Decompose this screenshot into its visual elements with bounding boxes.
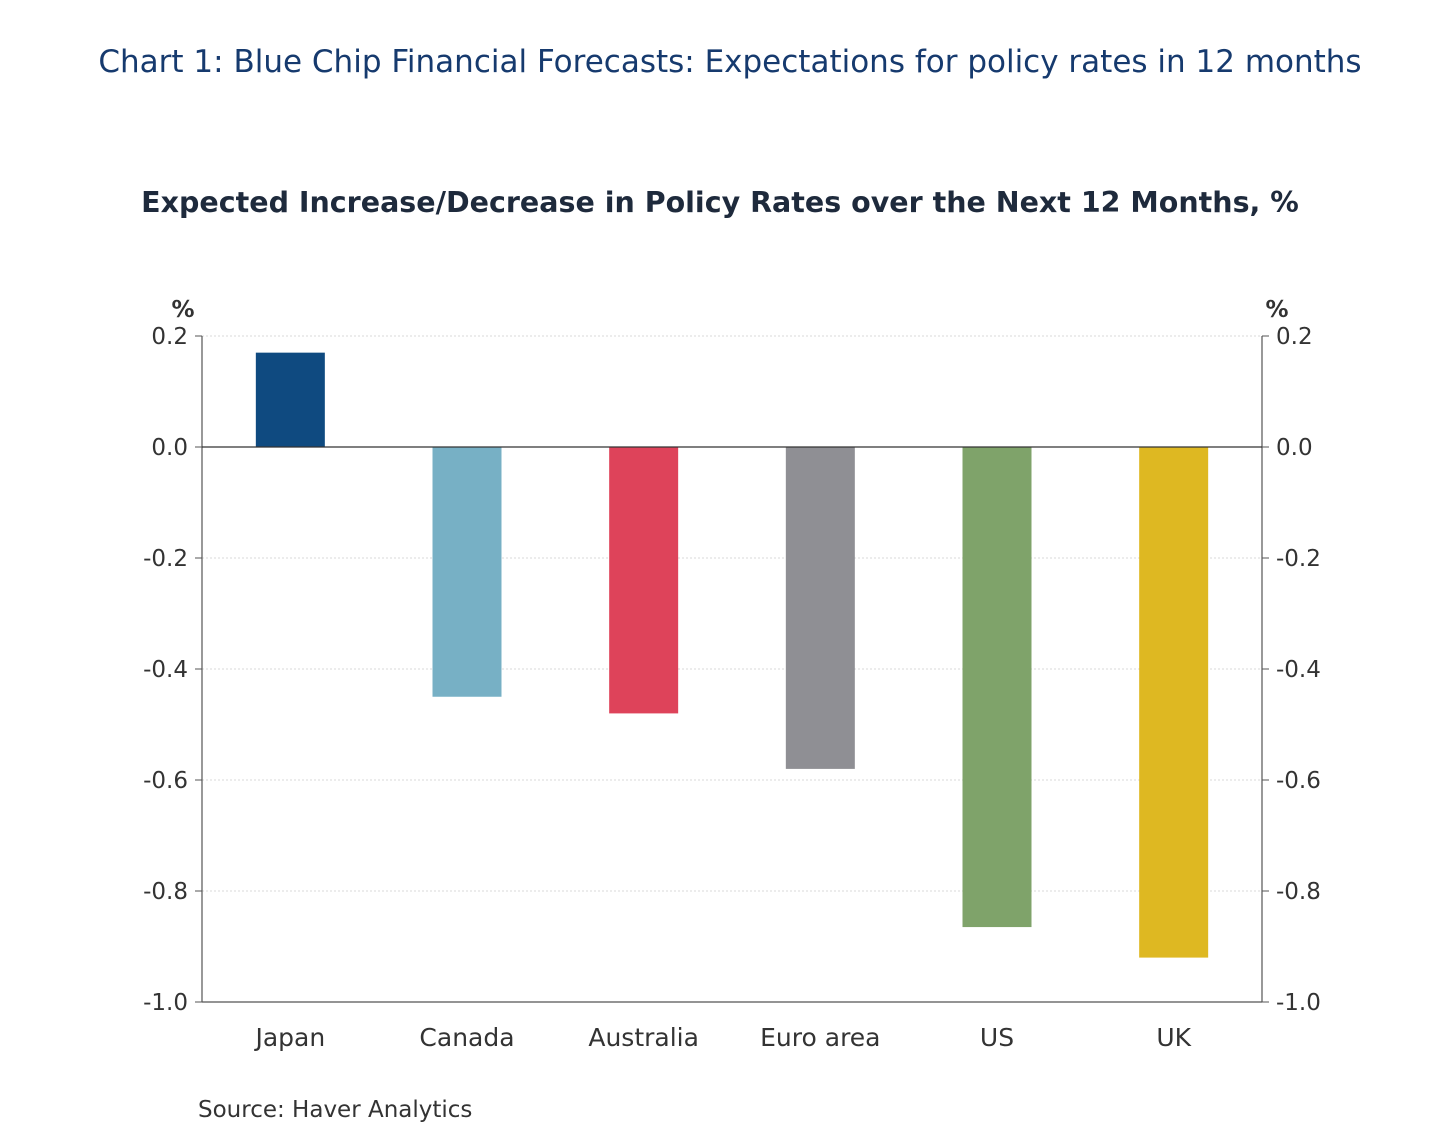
right-tick-label: -1.0 bbox=[1276, 990, 1321, 1016]
category-label: Japan bbox=[253, 1023, 325, 1052]
bar-euro-area bbox=[785, 447, 855, 769]
category-label: Australia bbox=[588, 1023, 699, 1052]
left-axis-unit: % bbox=[171, 297, 194, 323]
page-title: Chart 1: Blue Chip Financial Forecasts: … bbox=[98, 44, 1362, 80]
category-labels: Japan Canada Australia Euro area US UK bbox=[253, 1023, 1191, 1052]
category-label: Canada bbox=[419, 1023, 514, 1052]
right-tick-label: 0.0 bbox=[1276, 435, 1313, 461]
bars bbox=[255, 352, 1209, 958]
left-tick-label: -0.4 bbox=[143, 657, 188, 683]
bar-uk bbox=[1139, 447, 1209, 958]
left-tick-label: -0.8 bbox=[143, 879, 188, 905]
source-note: Source: Haver Analytics bbox=[198, 1097, 472, 1123]
right-tick-label: -0.4 bbox=[1276, 657, 1321, 683]
right-tick-label: -0.8 bbox=[1276, 879, 1321, 905]
chart-title: Expected Increase/Decrease in Policy Rat… bbox=[141, 186, 1299, 219]
category-label: US bbox=[980, 1023, 1014, 1052]
left-tick-label: 0.2 bbox=[151, 324, 188, 350]
right-tick-label: 0.2 bbox=[1276, 324, 1313, 350]
left-tick-label: -0.6 bbox=[143, 768, 188, 794]
left-tick-label: -0.2 bbox=[143, 546, 188, 572]
right-tick-label: -0.6 bbox=[1276, 768, 1321, 794]
tick-labels: 0.2 0.2 0.0 0.0 -0.2 -0.2 -0.4 -0.4 -0.6 -0.6 -0.8… bbox=[143, 324, 1321, 1016]
left-tick-label: -1.0 bbox=[143, 990, 188, 1016]
category-label: Euro area bbox=[760, 1023, 880, 1052]
gridlines bbox=[202, 335, 1262, 1003]
left-tick-label: 0.0 bbox=[151, 435, 188, 461]
right-axis-unit: % bbox=[1265, 297, 1288, 323]
bar-canada bbox=[432, 447, 502, 697]
right-tick-label: -0.2 bbox=[1276, 546, 1321, 572]
axes bbox=[195, 335, 1269, 1003]
bar-us bbox=[962, 447, 1032, 928]
category-label: UK bbox=[1156, 1023, 1191, 1052]
bar-japan bbox=[255, 352, 325, 447]
bar-australia bbox=[609, 447, 679, 714]
